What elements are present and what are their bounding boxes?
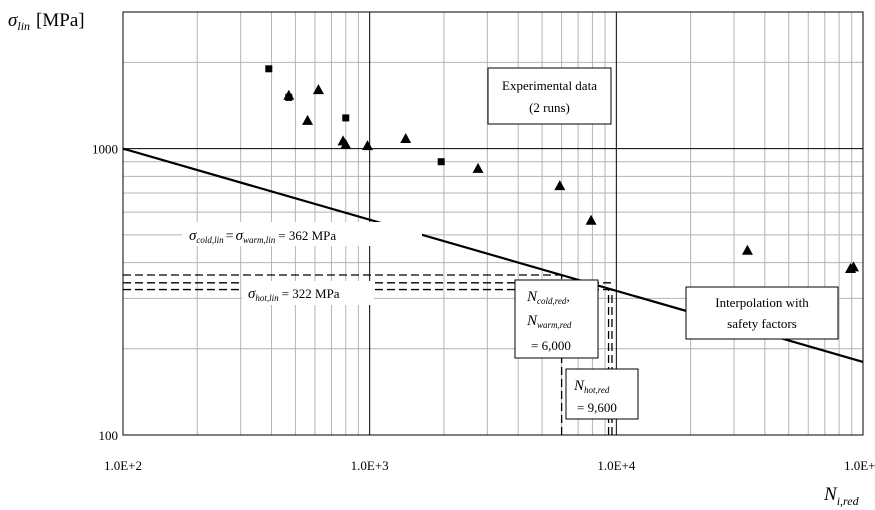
- experimental-data-label-line2: (2 runs): [529, 100, 570, 115]
- x-axis-label-subscript: i,red: [837, 494, 860, 508]
- x-tick-label: 1.0E+5: [844, 458, 875, 473]
- data-point-square: [342, 114, 350, 122]
- data-point-triangle: [302, 114, 314, 125]
- x-axis-label-symbol: N: [823, 484, 838, 505]
- y-axis-label-symbol: σ: [8, 10, 18, 31]
- y-axis-label-unit: [MPa]: [36, 10, 85, 31]
- x-axis-label: Ni,red: [823, 484, 860, 508]
- x-tick-label: 1.0E+2: [104, 458, 142, 473]
- data-point-triangle: [362, 140, 374, 151]
- y-axis-label-subscript: lin: [17, 19, 30, 33]
- data-point-triangle: [554, 180, 566, 191]
- data-point-triangle: [340, 138, 352, 149]
- y-tick-label: 100: [99, 428, 119, 443]
- n-warm-label: Nwarm,red: [526, 313, 572, 330]
- sigma-cold-warm-annotation: σcold,lin = σwarm,lin = 362 MPa: [189, 228, 336, 245]
- data-point-square: [437, 158, 445, 166]
- n-cold-warm-box: [514, 279, 599, 359]
- plot-frame: [122, 11, 864, 436]
- n-cold-value: = 6,000: [531, 338, 571, 353]
- n-hot-value: = 9,600: [577, 400, 617, 415]
- data-point-triangle: [472, 162, 484, 173]
- y-tick-label: 1000: [92, 142, 118, 157]
- data-points: [265, 65, 859, 273]
- experimental-data-box: [487, 67, 612, 125]
- n-hot-box: [565, 368, 639, 420]
- data-point-square: [265, 65, 273, 73]
- interpolation-box: [685, 286, 839, 340]
- sigma-cold-bg: [182, 222, 422, 246]
- x-tick-label: 1.0E+4: [597, 458, 636, 473]
- interpolation-label-line1: Interpolation with: [715, 295, 809, 310]
- axis-ticks: 1.0E+2 1.0E+3 1.0E+4 1.0E+5 100 1000: [92, 142, 875, 473]
- data-point-triangle: [312, 84, 324, 95]
- sigma-hot-annotation: σhot,lin = 322 MPa: [248, 286, 340, 303]
- interpolation-label-line2: safety factors: [727, 316, 797, 331]
- n-cold-label: Ncold,red,: [526, 289, 570, 306]
- data-point-triangle: [400, 133, 412, 144]
- data-point-triangle: [585, 214, 597, 225]
- sigma-hot-bg: [242, 281, 374, 305]
- experimental-data-label-line1: Experimental data: [502, 78, 597, 93]
- data-point-triangle: [847, 261, 859, 272]
- data-point-triangle: [741, 244, 753, 255]
- x-tick-label: 1.0E+3: [351, 458, 389, 473]
- n-hot-label: Nhot,red: [573, 378, 610, 395]
- data-point-triangle: [283, 89, 295, 100]
- y-axis-label: σlin [MPa]: [8, 10, 85, 33]
